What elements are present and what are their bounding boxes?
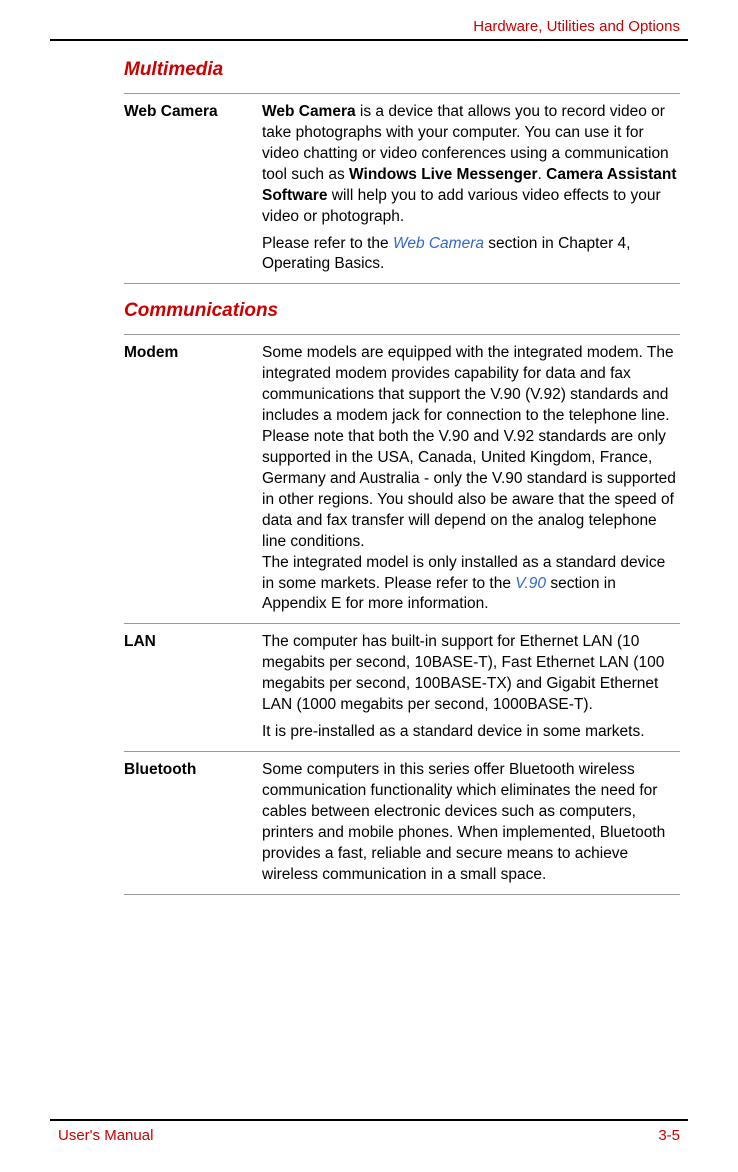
lan-p1: The computer has built-in support for Et… (262, 632, 680, 716)
section-communications: Communications Modem Some models are equ… (124, 300, 680, 894)
modem-desc: Some models are equipped with the integr… (262, 335, 680, 624)
webcam-p2: Please refer to the Web Camera section i… (262, 234, 680, 276)
chapter-title: Hardware, Utilities and Options (50, 18, 688, 35)
modem-term: Modem (124, 335, 262, 624)
page-content: Multimedia Web Camera Web Camera is a de… (50, 59, 688, 895)
webcam-p1: Web Camera is a device that allows you t… (262, 102, 680, 228)
lan-row: LAN The computer has built-in support fo… (124, 624, 680, 752)
bluetooth-row: Bluetooth Some computers in this series … (124, 751, 680, 894)
page-footer: User's Manual 3-5 (50, 1119, 688, 1144)
section-multimedia: Multimedia Web Camera Web Camera is a de… (124, 59, 680, 284)
multimedia-table: Web Camera Web Camera is a device that a… (124, 93, 680, 284)
footer-manual-label: User's Manual (50, 1127, 153, 1144)
webcam-row: Web Camera Web Camera is a device that a… (124, 94, 680, 284)
bluetooth-desc: Some computers in this series offer Blue… (262, 751, 680, 894)
footer-rule (50, 1119, 688, 1121)
header-rule (50, 39, 688, 41)
communications-heading: Communications (124, 300, 680, 322)
lan-desc: The computer has built-in support for Et… (262, 624, 680, 752)
lan-p2: It is pre-installed as a standard device… (262, 722, 680, 743)
webcam-term: Web Camera (124, 94, 262, 284)
webcam-p2-text1: Please refer to the (262, 235, 393, 252)
multimedia-heading: Multimedia (124, 59, 680, 81)
webcam-text2: . (538, 166, 547, 183)
communications-table: Modem Some models are equipped with the … (124, 334, 680, 894)
footer-page-number: 3-5 (658, 1127, 688, 1144)
modem-p1: Some models are equipped with the integr… (262, 343, 680, 552)
page-header: Hardware, Utilities and Options (50, 18, 688, 41)
modem-link[interactable]: V.90 (515, 575, 546, 592)
modem-row: Modem Some models are equipped with the … (124, 335, 680, 624)
lan-term: LAN (124, 624, 262, 752)
webcam-bold1: Web Camera (262, 103, 356, 120)
bluetooth-term: Bluetooth (124, 751, 262, 894)
webcam-link[interactable]: Web Camera (393, 235, 484, 252)
modem-p2: The integrated model is only installed a… (262, 553, 680, 616)
webcam-desc: Web Camera is a device that allows you t… (262, 94, 680, 284)
webcam-bold2: Windows Live Messenger (349, 166, 538, 183)
bluetooth-p1: Some computers in this series offer Blue… (262, 760, 680, 886)
